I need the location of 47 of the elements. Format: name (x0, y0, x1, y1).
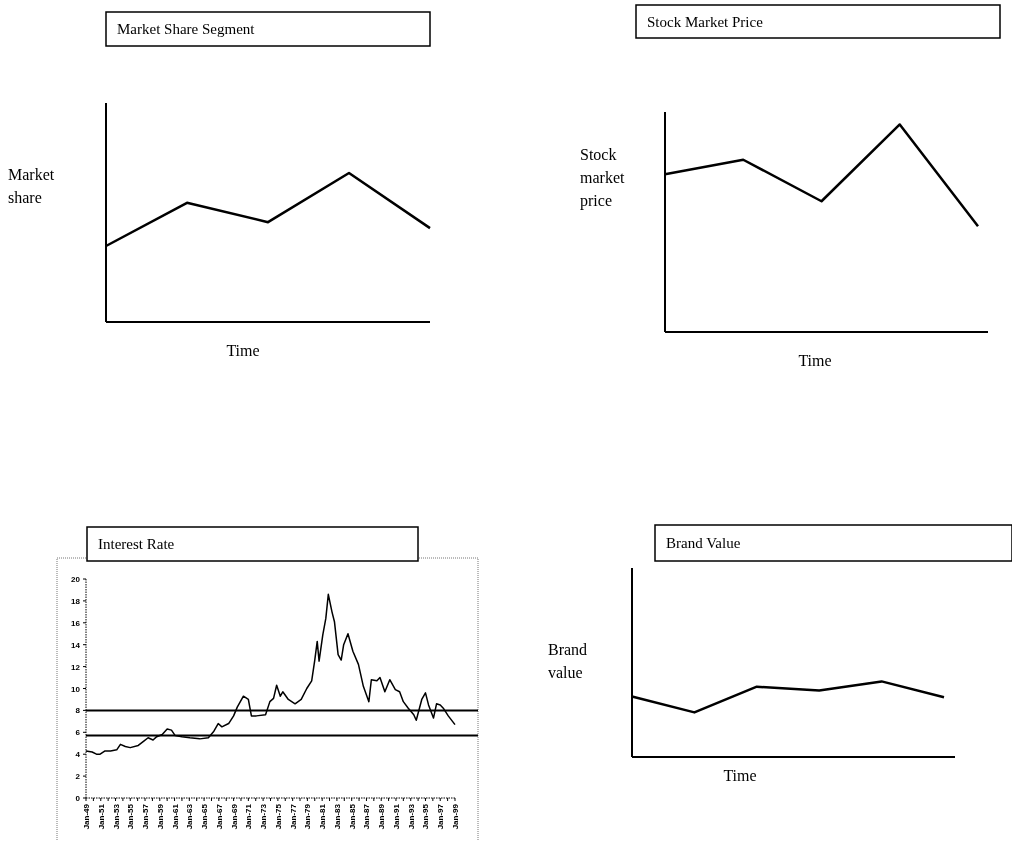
x-tick-label: Jan-75 (273, 803, 283, 830)
y-axis-title: Brand value (548, 641, 588, 681)
x-tick-label: Jan-79 (303, 803, 313, 830)
x-tick-label: Jan-61 (170, 803, 180, 830)
x-tick-label: Jan-93 (406, 803, 416, 830)
x-tick-label: Jan-63 (185, 803, 195, 830)
chart-title: Stock Market Price (647, 13, 764, 30)
x-tick-label: Jan-77 (288, 803, 298, 830)
y-axis-title: Stock market price (580, 146, 625, 210)
x-tick-label: Jan-85 (347, 803, 357, 830)
x-tick-label: Jan-99 (451, 803, 460, 830)
y-tick-label: 10 (71, 684, 81, 694)
x-tick-label: Jan-59 (155, 803, 165, 830)
y-tick-label: 8 (75, 706, 81, 716)
x-tick-label: Jan-95 (421, 803, 431, 830)
x-tick-label: Jan-57 (141, 803, 151, 830)
y-tick-label: 20 (71, 575, 81, 584)
x-tick-label: Jan-97 (436, 803, 446, 830)
y-tick-label: 4 (75, 750, 81, 760)
x-tick-label: Jan-81 (318, 803, 328, 830)
x-axis-title: Time (798, 352, 832, 369)
x-axis-title: Time (226, 342, 260, 359)
chart-title: Market Share Segment (117, 21, 256, 37)
x-axis-title: Time (723, 767, 757, 784)
chart-title: Brand Value (666, 535, 741, 551)
y-tick-label: 14 (71, 640, 81, 650)
y-tick-label: 16 (71, 618, 81, 628)
x-tick-label: Jan-73 (259, 803, 269, 830)
x-tick-label: Jan-51 (96, 803, 106, 830)
y-tick-label: 6 (75, 728, 81, 738)
y-tick-label: 2 (75, 772, 81, 782)
x-tick-label: Jan-53 (111, 803, 121, 830)
y-axis-title: Market share (8, 166, 55, 206)
x-tick-label: Jan-83 (332, 803, 342, 830)
x-tick-label: Jan-49 (82, 803, 91, 830)
y-tick-label: 0 (75, 794, 81, 803)
chart-title: Interest Rate (98, 536, 175, 552)
y-tick-label: 18 (71, 596, 81, 606)
x-tick-label: Jan-55 (126, 803, 136, 830)
y-tick-label: 12 (71, 662, 81, 672)
x-tick-label: Jan-91 (391, 803, 401, 830)
x-tick-label: Jan-89 (377, 803, 387, 830)
x-tick-label: Jan-69 (229, 803, 239, 830)
x-tick-label: Jan-71 (244, 803, 254, 830)
x-tick-label: Jan-65 (200, 803, 210, 830)
x-tick-label: Jan-87 (362, 803, 372, 830)
x-tick-label: Jan-67 (214, 803, 224, 830)
